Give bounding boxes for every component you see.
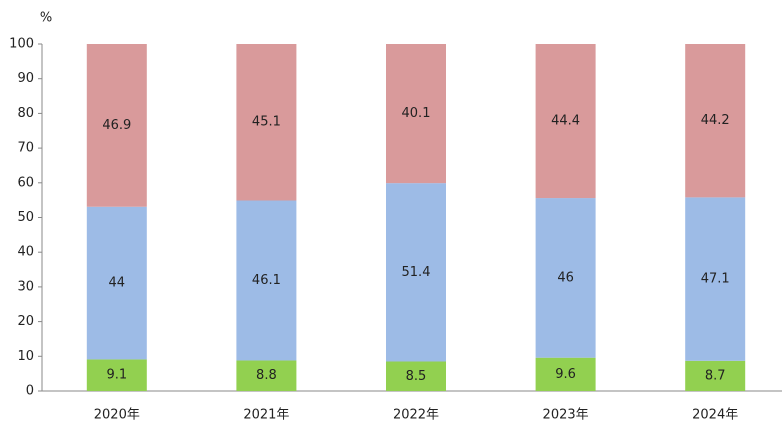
y-tick-label: 50 bbox=[17, 210, 34, 225]
data-label: 8.8 bbox=[256, 368, 277, 383]
bar-segment bbox=[685, 44, 746, 198]
x-tick-label: 2021年 bbox=[243, 408, 289, 423]
bar-segment bbox=[236, 360, 297, 391]
bar-segment bbox=[535, 198, 596, 358]
y-tick-label: 70 bbox=[17, 141, 34, 156]
x-tick-label: 2024年 bbox=[692, 408, 738, 423]
bar-segment bbox=[535, 357, 596, 391]
y-tick-label: 30 bbox=[17, 279, 34, 294]
data-label: 45.1 bbox=[252, 115, 281, 130]
bar-segment bbox=[685, 197, 746, 361]
data-label: 46.9 bbox=[102, 118, 131, 133]
y-tick-label: 100 bbox=[9, 37, 34, 52]
bar-segment bbox=[86, 206, 147, 360]
x-tick-label: 2023年 bbox=[543, 408, 589, 423]
data-label: 8.5 bbox=[406, 369, 427, 384]
data-label: 46.1 bbox=[252, 273, 281, 288]
y-tick-label: 80 bbox=[17, 106, 34, 121]
data-label: 44.2 bbox=[701, 113, 730, 128]
y-tick-label: 20 bbox=[17, 314, 34, 329]
y-tick-label: 90 bbox=[17, 71, 34, 86]
data-label: 44 bbox=[109, 276, 126, 291]
y-tick-label: 0 bbox=[26, 384, 34, 399]
y-unit: % bbox=[40, 11, 52, 26]
x-tick-label: 2020年 bbox=[94, 408, 140, 423]
bar-segment bbox=[685, 360, 746, 391]
y-tick-label: 10 bbox=[17, 349, 34, 364]
bar-segment bbox=[236, 44, 297, 201]
data-label: 46 bbox=[557, 270, 574, 285]
bar-segment bbox=[386, 361, 446, 391]
data-label: 51.4 bbox=[402, 265, 431, 280]
bar-segment bbox=[386, 183, 446, 362]
data-label: 40.1 bbox=[402, 106, 431, 121]
data-label: 9.6 bbox=[555, 367, 576, 382]
data-label: 8.7 bbox=[705, 368, 726, 383]
data-label: 47.1 bbox=[701, 272, 730, 287]
bar-segment bbox=[535, 44, 596, 199]
data-label: 9.1 bbox=[106, 368, 127, 383]
bar-segment bbox=[236, 200, 297, 361]
y-tick-label: 40 bbox=[17, 245, 34, 260]
bar-segment bbox=[386, 44, 446, 184]
data-label: 44.4 bbox=[551, 114, 580, 129]
bar-segment bbox=[86, 359, 147, 391]
x-tick-label: 2022年 bbox=[393, 408, 439, 423]
y-tick-label: 60 bbox=[17, 175, 34, 190]
bar-segment bbox=[86, 44, 147, 207]
